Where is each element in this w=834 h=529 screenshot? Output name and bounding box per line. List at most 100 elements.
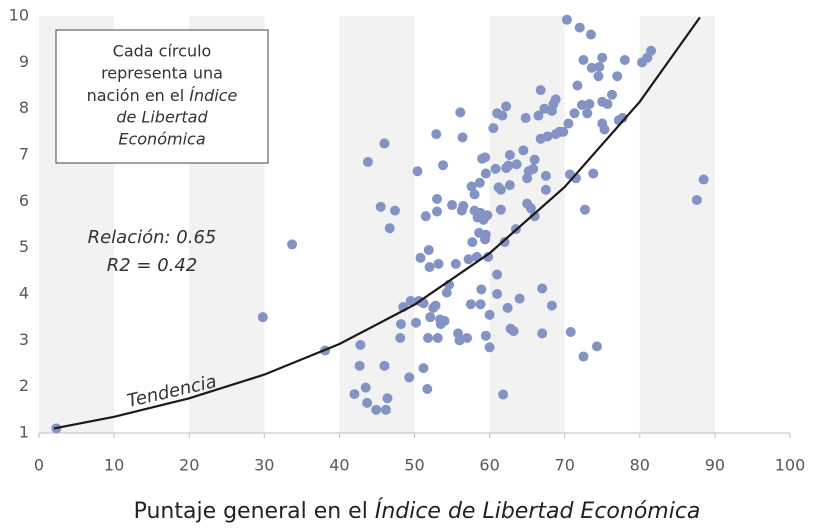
y-tick-label: 2 (19, 376, 29, 395)
point (430, 300, 441, 311)
point (582, 108, 593, 119)
point (542, 131, 553, 142)
point (462, 333, 473, 344)
point (511, 159, 522, 170)
point (563, 118, 574, 129)
point (498, 389, 509, 400)
point (540, 184, 551, 195)
note-box (55, 29, 269, 164)
point (537, 283, 548, 294)
note-line: Económica (118, 130, 205, 149)
point (420, 211, 431, 222)
note-line: representa una (101, 64, 223, 83)
point (550, 94, 561, 105)
note-line: Cada círculo (113, 42, 212, 61)
point (395, 333, 406, 344)
x-tick-label: 50 (404, 456, 424, 475)
point (412, 166, 423, 177)
point (360, 382, 371, 393)
point (424, 262, 435, 273)
point (529, 154, 540, 165)
note-part: Índice (189, 86, 237, 105)
point (514, 293, 525, 304)
point (379, 360, 390, 371)
y-tick-label: 7 (19, 145, 29, 164)
point (384, 223, 395, 234)
point (508, 326, 519, 337)
point (349, 389, 360, 400)
point (586, 62, 597, 73)
x-tick-label: 70 (555, 456, 575, 475)
point (484, 342, 495, 353)
point (423, 333, 434, 344)
y-tick-label: 5 (19, 237, 29, 256)
point (492, 269, 503, 280)
x-label-part: Puntaje general en el (134, 499, 368, 524)
point (466, 181, 477, 192)
y-tick-label: 9 (19, 52, 29, 71)
point (502, 302, 513, 313)
point (404, 372, 415, 383)
x-tick-label: 0 (34, 456, 44, 475)
point (355, 339, 366, 350)
point (431, 129, 442, 140)
point (432, 194, 443, 205)
point (497, 110, 508, 121)
point (484, 309, 495, 320)
point (642, 52, 653, 63)
point (504, 150, 515, 160)
point (561, 14, 572, 25)
point (469, 189, 480, 200)
point (418, 363, 429, 374)
point (432, 206, 443, 217)
point (565, 326, 576, 337)
y-tick-label: 8 (19, 98, 29, 117)
point (480, 330, 491, 341)
point (450, 258, 461, 269)
point (257, 312, 268, 323)
point (525, 203, 536, 214)
point (499, 237, 510, 248)
x-tick-label: 100 (775, 456, 806, 475)
point (474, 177, 485, 188)
point (287, 239, 298, 250)
point (691, 194, 702, 205)
point (540, 170, 551, 181)
point (447, 200, 458, 211)
point (458, 200, 469, 211)
point (591, 341, 602, 352)
point (480, 168, 491, 179)
point (537, 328, 548, 339)
point (518, 145, 529, 156)
band (639, 16, 715, 433)
point (395, 319, 406, 330)
x-axis-label: Puntaje general en el Índice de Libertad… (134, 498, 701, 524)
point (380, 404, 391, 415)
point (599, 124, 610, 135)
point (354, 360, 365, 371)
x-tick-label: 60 (479, 456, 499, 475)
point (617, 112, 628, 123)
band (339, 16, 415, 433)
point (422, 383, 433, 394)
point (504, 180, 515, 191)
point (539, 103, 550, 114)
x-tick-label: 40 (329, 456, 349, 475)
point (612, 71, 623, 82)
x-tick-label: 30 (254, 456, 274, 475)
ticks: 0 10 20 30 40 50 60 70 80 90 100 1 2 3 4 5 6 7 8 9 10 (9, 6, 806, 475)
point (597, 52, 608, 63)
point (593, 71, 604, 82)
points (51, 14, 709, 434)
point (425, 312, 436, 323)
trend-line (53, 16, 701, 430)
note-part: nación en el (87, 86, 185, 105)
point (389, 205, 400, 216)
point (488, 123, 499, 134)
point (465, 299, 476, 310)
point (482, 210, 493, 221)
point (584, 99, 595, 110)
y-tick-label: 1 (19, 423, 29, 442)
point (475, 299, 486, 310)
point (528, 163, 539, 174)
